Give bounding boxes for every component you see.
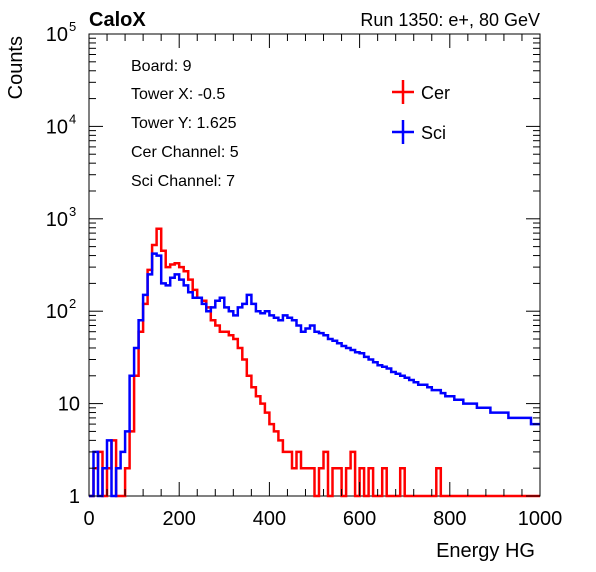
legend: Cer Sci bbox=[392, 80, 450, 144]
legend-label-sci: Sci bbox=[421, 123, 446, 143]
y-tick-label: 10 bbox=[46, 24, 68, 46]
x-tick-label: 200 bbox=[163, 508, 196, 530]
x-axis-title: Energy HG bbox=[436, 540, 535, 562]
y-tick-exponent: 3 bbox=[69, 204, 76, 219]
y-tick-exponent: 2 bbox=[69, 296, 76, 311]
y-tick-label: 1 bbox=[69, 486, 80, 508]
info-box-background bbox=[118, 46, 358, 206]
y-tick-label: 10 bbox=[58, 394, 80, 416]
info-cer-channel: Cer Channel: 5 bbox=[131, 144, 239, 161]
header-left-title: CaloX bbox=[89, 9, 146, 31]
info-tower-x: Tower X: -0.5 bbox=[131, 86, 225, 103]
info-board: Board: 9 bbox=[131, 58, 192, 75]
x-tick-label: 400 bbox=[253, 508, 286, 530]
y-tick-label: 10 bbox=[46, 301, 68, 323]
x-tick-label: 0 bbox=[83, 508, 94, 530]
x-tick-label: 600 bbox=[343, 508, 376, 530]
series-cer-line bbox=[89, 227, 540, 498]
legend-entry-cer: Cer bbox=[392, 80, 450, 104]
y-axis-title: Counts bbox=[5, 36, 27, 99]
x-tick-label: 800 bbox=[433, 508, 466, 530]
info-tower-y: Tower Y: 1.625 bbox=[131, 115, 237, 132]
x-tick-label: 1000 bbox=[518, 508, 563, 530]
series-layer bbox=[89, 227, 540, 498]
y-tick-exponent: 5 bbox=[69, 19, 76, 34]
info-box: Board: 9 Tower X: -0.5 Tower Y: 1.625 Ce… bbox=[118, 46, 358, 206]
y-tick-label: 10 bbox=[46, 116, 68, 138]
info-sci-channel: Sci Channel: 7 bbox=[131, 173, 235, 190]
legend-label-cer: Cer bbox=[421, 83, 450, 103]
legend-entry-sci: Sci bbox=[392, 120, 446, 144]
y-tick-label: 10 bbox=[46, 209, 68, 231]
series-sci-line bbox=[89, 252, 540, 498]
header-right-title: Run 1350: e+, 80 GeV bbox=[360, 10, 540, 30]
y-tick-exponent: 4 bbox=[69, 111, 76, 126]
